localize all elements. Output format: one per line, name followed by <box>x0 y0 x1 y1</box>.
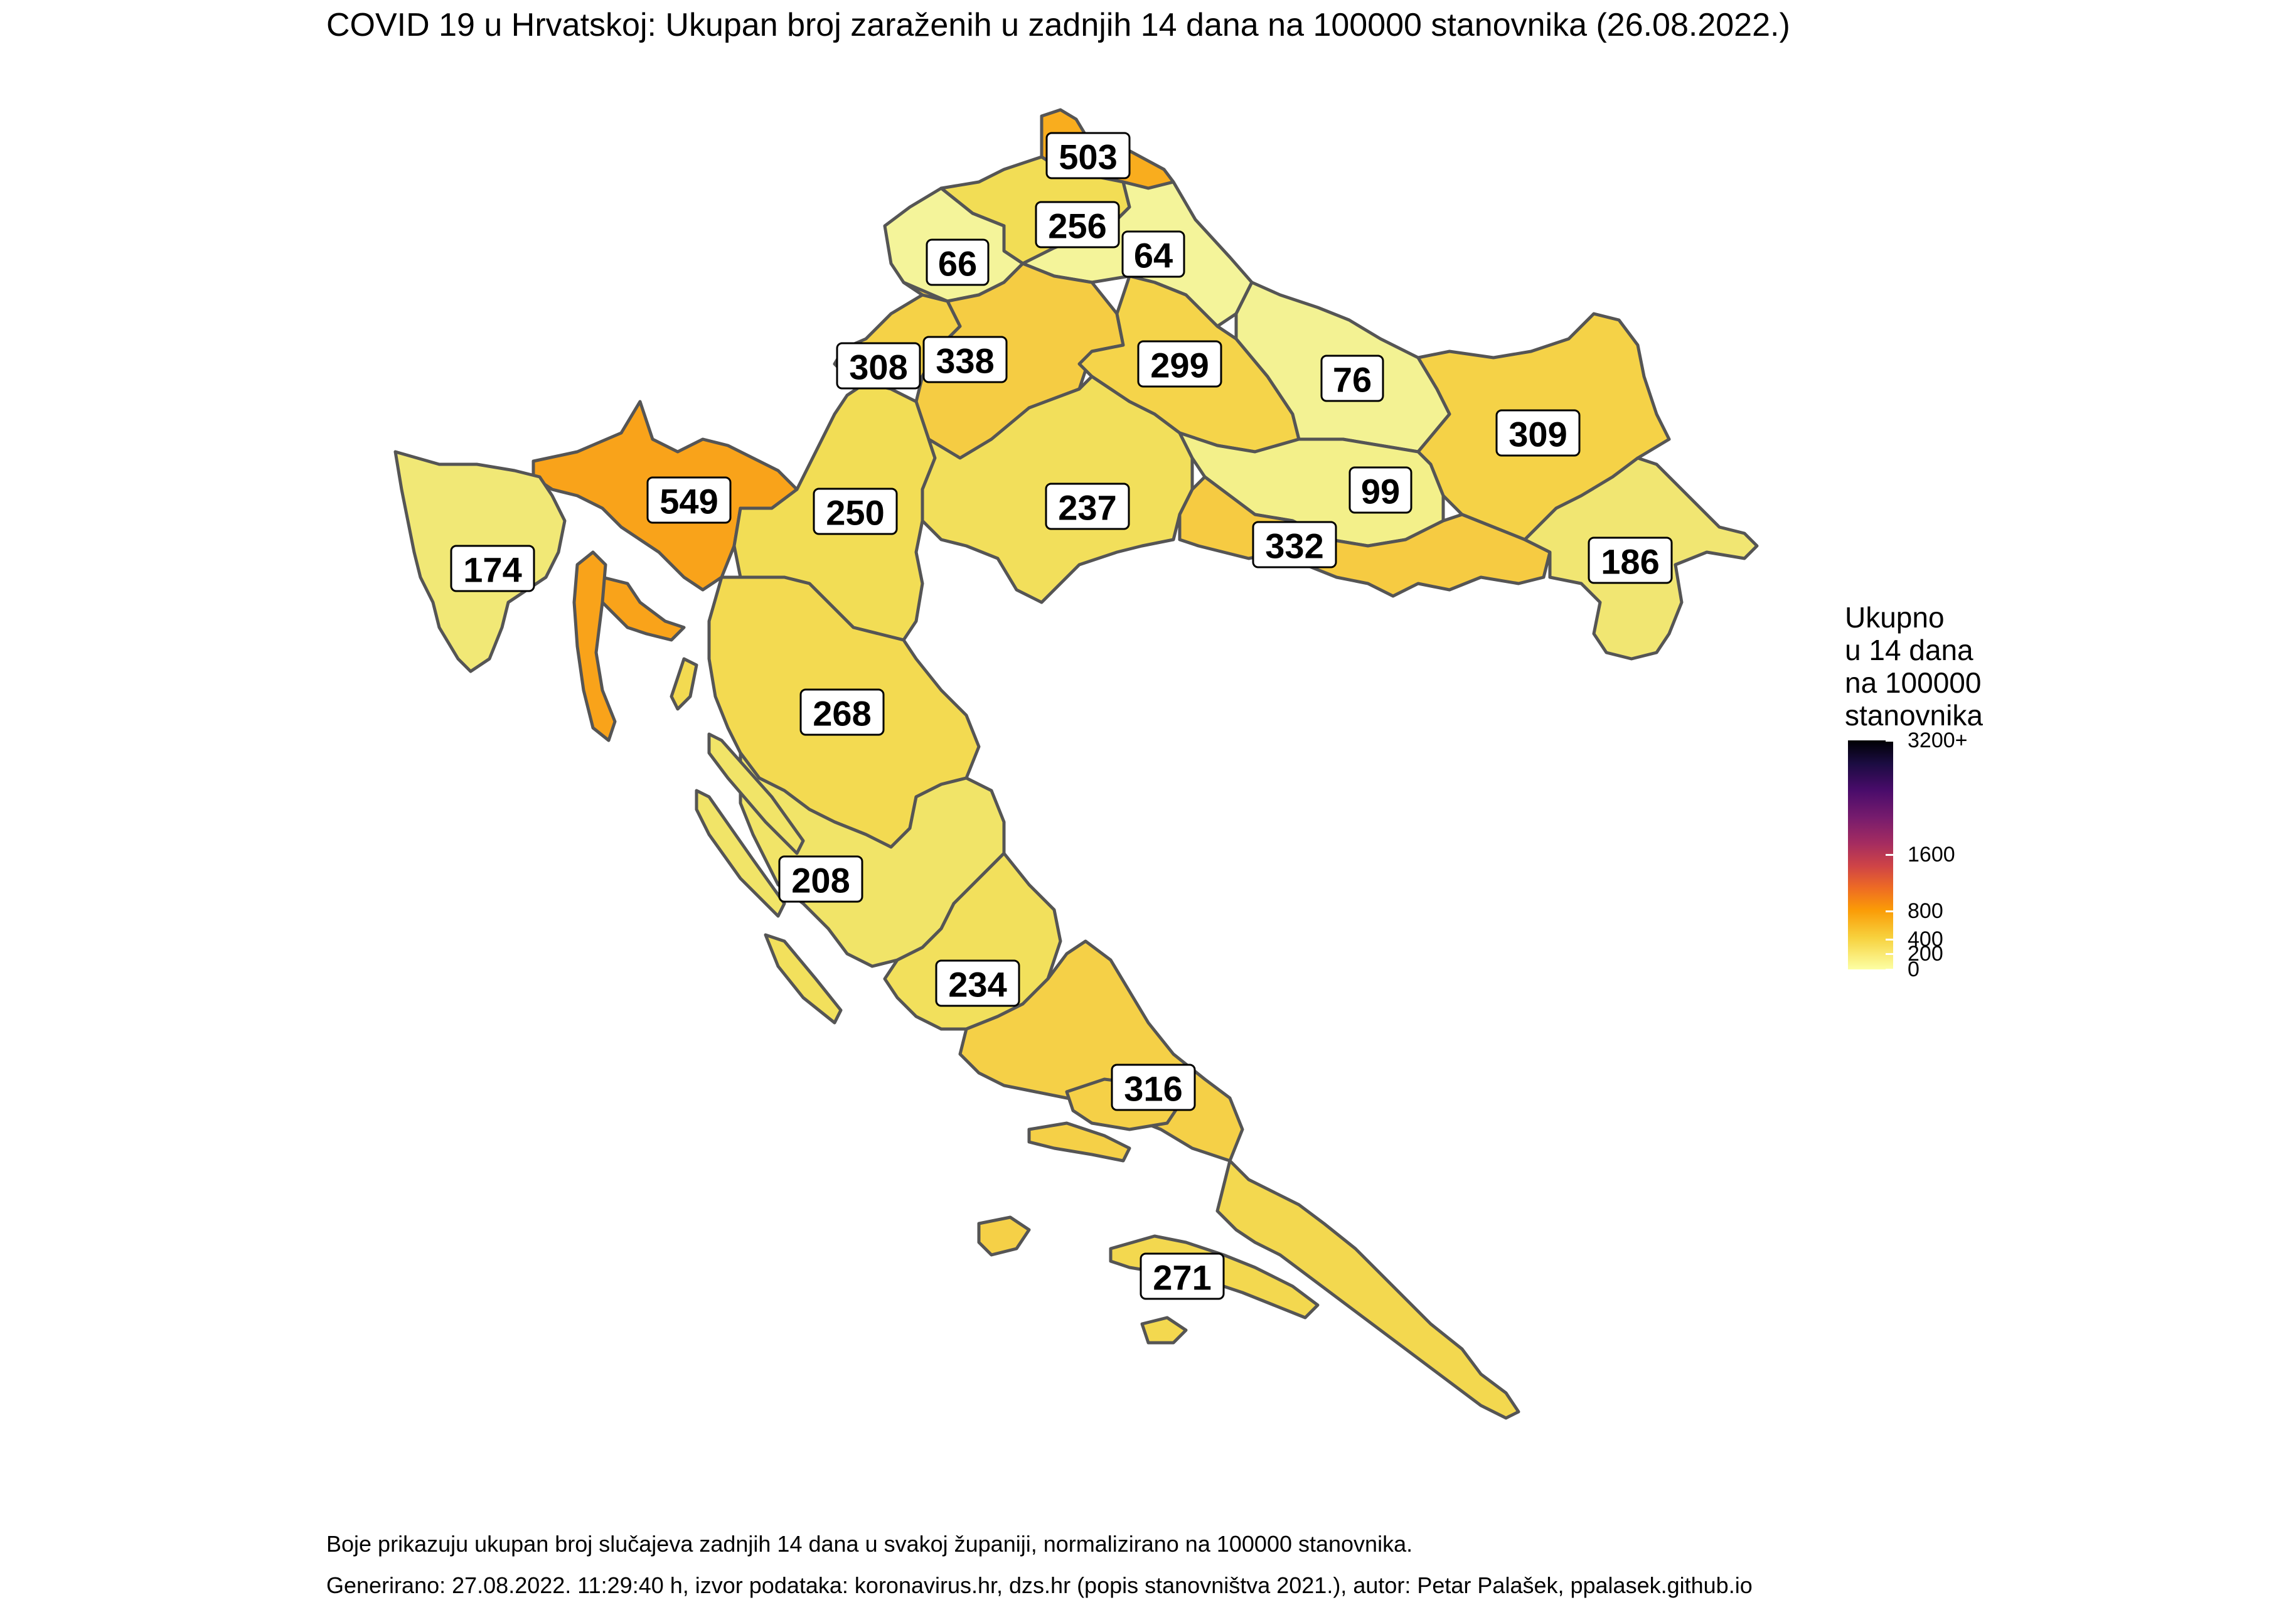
county-value-label: 234 <box>935 959 1020 1007</box>
county-value-label: 316 <box>1111 1064 1196 1111</box>
county-value-text: 64 <box>1134 236 1173 275</box>
label-box <box>1045 483 1130 530</box>
label-box <box>1588 536 1673 584</box>
legend-tick-label: 1600 <box>1908 843 1955 867</box>
county-value-label: 76 <box>1320 355 1384 402</box>
legend-tick-mark <box>1886 939 1893 941</box>
label-box <box>1045 132 1131 179</box>
county-value-text: 549 <box>659 482 718 521</box>
label-box <box>450 545 535 592</box>
label-box <box>1320 355 1384 402</box>
county-value-label: 208 <box>778 855 863 903</box>
label-box <box>836 342 921 390</box>
county-value-label: 250 <box>813 488 898 535</box>
county-value-text: 316 <box>1124 1069 1182 1109</box>
county-value-text: 99 <box>1361 472 1400 511</box>
county-value-label: 332 <box>1252 521 1337 568</box>
county-value-label: 174 <box>450 545 535 592</box>
map-title: COVID 19 u Hrvatskoj: Ukupan broj zaraže… <box>326 7 1790 43</box>
legend-title-line: u 14 dana <box>1845 634 1973 666</box>
label-box <box>926 238 990 286</box>
island-shape <box>764 933 843 1025</box>
county-value-text: 503 <box>1059 137 1117 177</box>
label-box <box>1121 230 1185 278</box>
county-value-label: 308 <box>836 342 921 390</box>
county-value-label: 271 <box>1140 1252 1225 1300</box>
county-value-label: 64 <box>1121 230 1185 278</box>
county-value-text: 174 <box>463 550 521 590</box>
island-shape <box>707 732 805 855</box>
legend-title-line: na 100000 <box>1845 666 1982 699</box>
label-box <box>1252 521 1337 568</box>
legend-title: Ukupno u 14 dana na 100000 stanovnika <box>1845 601 2058 732</box>
legend-tick-label: 200 <box>1908 942 1943 966</box>
county-value-label: 338 <box>922 336 1008 383</box>
legend-tick-label: 3200+ <box>1908 728 1968 752</box>
county-value-text: 332 <box>1265 526 1323 566</box>
county-value-text: 186 <box>1601 542 1659 582</box>
legend-tick-label: 800 <box>1908 899 1943 923</box>
county-value-text: 234 <box>948 965 1007 1005</box>
label-box <box>935 959 1020 1007</box>
county-value-text: 250 <box>826 493 884 533</box>
label-box <box>799 688 885 736</box>
footer-note: Boje prikazuju ukupan broj slučajeva zad… <box>326 1531 1413 1557</box>
island-shape <box>572 550 617 742</box>
label-box <box>1495 409 1581 457</box>
island-shape <box>695 789 786 918</box>
county-value-text: 308 <box>849 348 907 387</box>
label-box <box>813 488 898 535</box>
legend-tick-label: 400 <box>1908 927 1943 951</box>
island-shape <box>977 1215 1031 1257</box>
island-shape <box>1140 1316 1188 1345</box>
label-box <box>646 476 732 524</box>
legend-title-line: stanovnika <box>1845 699 1983 732</box>
legend-tick-mark <box>1886 740 1893 742</box>
label-box <box>1140 1252 1225 1300</box>
legend-tick-mark <box>1886 854 1893 856</box>
county-value-text: 76 <box>1333 360 1372 400</box>
county-value-text: 338 <box>936 341 994 381</box>
county-value-label: 66 <box>926 238 990 286</box>
county-value-label: 268 <box>799 688 885 736</box>
island-shape <box>670 657 698 711</box>
island-shape <box>1027 1121 1131 1163</box>
label-box <box>922 336 1008 383</box>
label-box <box>1111 1064 1196 1111</box>
county-value-label: 186 <box>1588 536 1673 584</box>
county-value-label: 299 <box>1137 340 1222 388</box>
county-value-label: 237 <box>1045 483 1130 530</box>
legend-title-line: Ukupno <box>1845 601 1945 634</box>
footer-generated: Generirano: 27.08.2022. 11:29:40 h, izvo… <box>326 1572 1753 1598</box>
county-value-text: 309 <box>1508 415 1567 454</box>
label-box <box>1348 466 1412 514</box>
label-box <box>1137 340 1222 388</box>
county-value-label: 503 <box>1045 132 1131 179</box>
county-value-text: 256 <box>1048 206 1106 246</box>
legend-tick-label: 0 <box>1908 957 1920 981</box>
legend-tick-mark <box>1886 910 1893 912</box>
county-value-label: 256 <box>1035 201 1120 248</box>
county-value-text: 208 <box>791 861 850 900</box>
county-value-label: 99 <box>1348 466 1412 514</box>
county-value-text: 66 <box>938 244 977 284</box>
county-value-label: 309 <box>1495 409 1581 457</box>
legend-tick-mark <box>1886 953 1893 955</box>
legend-tick-mark <box>1886 969 1893 971</box>
label-box <box>778 855 863 903</box>
label-box <box>1035 201 1120 248</box>
county-value-text: 271 <box>1153 1258 1211 1298</box>
county-value-text: 268 <box>813 694 871 733</box>
county-value-text: 299 <box>1150 346 1209 385</box>
county-value-text: 237 <box>1058 488 1116 528</box>
county-value-label: 549 <box>646 476 732 524</box>
